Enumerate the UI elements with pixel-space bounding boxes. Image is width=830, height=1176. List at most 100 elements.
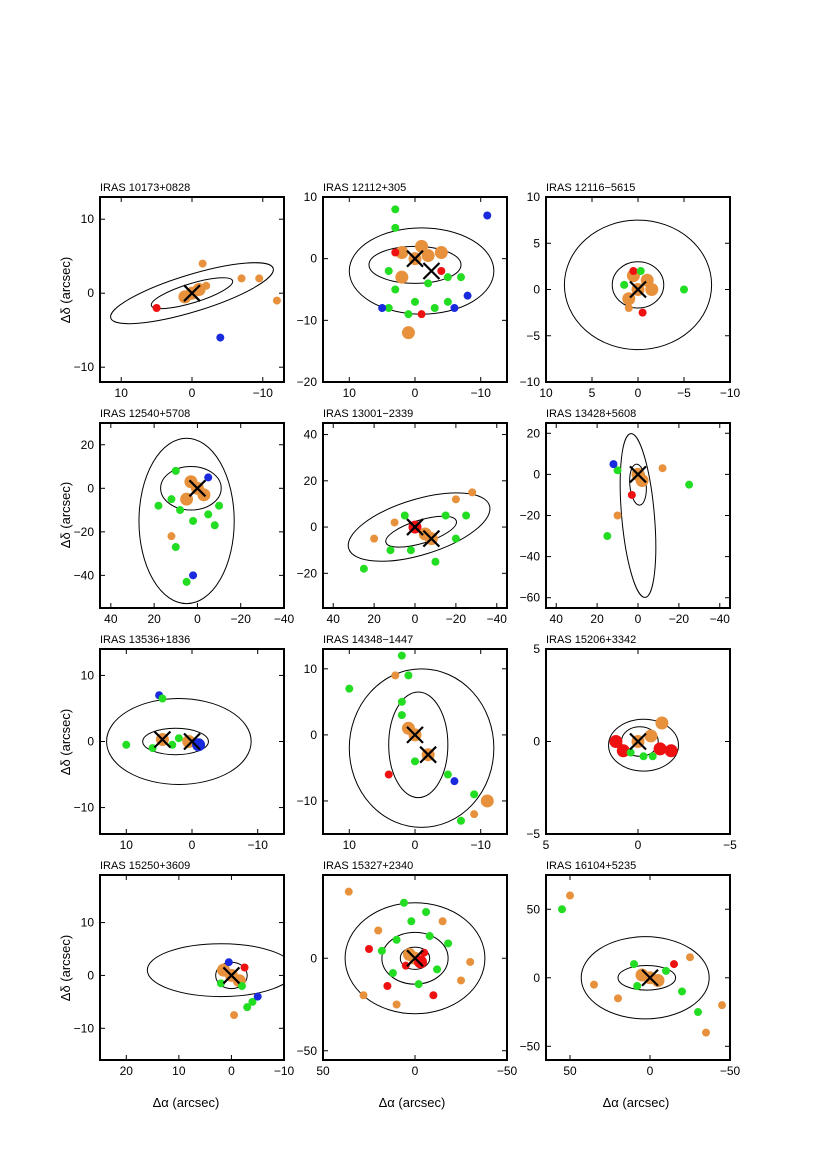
spaxel-point-blue — [378, 304, 387, 312]
y-tick-label: −20 — [297, 566, 318, 580]
spaxel-point-blue — [253, 992, 262, 1001]
x-tick-label: 0 — [189, 838, 196, 852]
nucleus-marker-2 — [422, 529, 441, 548]
spaxel-point-orange — [718, 1001, 726, 1010]
nucleus-marker-1 — [406, 949, 424, 968]
spaxel-point-orange — [438, 917, 447, 926]
spaxel-point-green — [388, 969, 397, 978]
y-tick-label: 10 — [81, 668, 95, 682]
y-axis-label-2: Δδ (arcsec) — [58, 482, 73, 548]
contour-line-2 — [611, 261, 665, 309]
panel-plot-area — [106, 691, 252, 785]
panel-2: 10 0 −10 −20 −10 0 10 IRAS 12112+305 — [297, 182, 508, 400]
x-tick-label: −10 — [471, 386, 492, 400]
contour-line-1 — [146, 943, 284, 998]
y-tick-label: −5 — [526, 827, 540, 841]
contour-line-3 — [399, 946, 431, 970]
spaxel-point-orange — [237, 274, 246, 283]
spaxel-point-orange — [255, 274, 264, 283]
x-tick-label: −20 — [669, 612, 690, 626]
y-tick-label: 40 — [304, 428, 318, 442]
spaxel-point-green — [189, 516, 198, 525]
spaxel-point-green — [391, 285, 400, 294]
spaxel-point-orange — [370, 534, 379, 543]
panel-frame — [545, 874, 731, 1061]
x-tick-label: 10 — [115, 386, 129, 400]
spaxel-point-green — [443, 273, 452, 282]
panel-plot-area — [347, 488, 491, 573]
spaxel-point-green — [662, 966, 670, 975]
spaxel-point-orange — [624, 304, 633, 312]
panel-title: IRAS 16104+5235 — [546, 860, 636, 872]
panel-plot-area — [146, 943, 284, 1020]
x-tick-label: −40 — [487, 612, 508, 626]
y-tick-label: 0 — [87, 968, 94, 982]
spaxel-point-red — [414, 955, 428, 969]
contour-line-1 — [563, 219, 713, 351]
spaxel-point-orange — [202, 281, 211, 290]
spaxel-point-orange — [644, 729, 658, 743]
spaxel-point-green — [470, 790, 479, 799]
spaxel-point-green — [404, 310, 413, 319]
spaxel-point-red — [240, 963, 249, 972]
spaxel-point-green — [158, 694, 167, 703]
spaxel-point-red — [609, 735, 623, 748]
spaxel-point-red — [429, 991, 438, 1000]
panel-title: IRAS 13428+5608 — [546, 408, 636, 420]
x-tick-label: 10 — [343, 838, 357, 852]
y-tick-label: 5 — [533, 642, 540, 656]
spaxel-point-green — [424, 279, 433, 288]
nucleus-marker-1 — [153, 730, 172, 749]
panel-frame — [99, 422, 285, 609]
y-tick-label: 0 — [87, 735, 94, 749]
spaxel-point-green — [391, 205, 400, 214]
nucleus-marker-2 — [422, 262, 441, 280]
spaxel-point-green — [457, 816, 465, 825]
spaxel-point-green — [441, 511, 450, 520]
spaxel-point-green — [384, 267, 393, 275]
y-tick-label: 0 — [87, 286, 94, 300]
nucleus-marker-1 — [406, 518, 424, 536]
x-tick-label: −10 — [720, 386, 741, 400]
spaxel-point-red — [437, 267, 446, 275]
spaxel-point-orange — [182, 735, 196, 748]
panel-plot-area — [344, 887, 486, 1015]
x-tick-label: −5 — [723, 838, 737, 852]
spaxel-point-orange — [614, 994, 622, 1003]
spaxel-point-orange — [466, 957, 475, 966]
spaxel-point-orange — [395, 270, 409, 284]
x-tick-label: 20 — [590, 612, 604, 626]
spaxel-point-green — [391, 223, 400, 232]
panel-title: IRAS 12112+305 — [323, 182, 406, 194]
x-tick-label: 50 — [563, 1064, 577, 1078]
nucleus-marker-1 — [629, 465, 647, 484]
y-tick-label: 10 — [304, 190, 318, 204]
spaxel-point-red — [629, 267, 638, 275]
spaxel-point-green — [422, 908, 431, 916]
spaxel-point-green — [639, 752, 648, 761]
x-tick-label: 20 — [120, 1064, 134, 1078]
spaxel-point-green — [400, 511, 409, 520]
x-tick-label: 10 — [343, 386, 357, 400]
contour-line-2 — [368, 245, 462, 284]
spaxel-point-green — [392, 935, 401, 944]
panel-frame — [99, 874, 285, 1061]
y-tick-label: 10 — [81, 212, 95, 226]
spaxel-point-green — [377, 946, 386, 955]
contour-line-1 — [608, 718, 679, 772]
spaxel-point-orange — [415, 239, 429, 253]
panel-plot-area — [608, 716, 679, 772]
spaxel-point-orange — [645, 283, 659, 296]
panel-plot-area — [603, 433, 694, 598]
spaxel-point-green — [359, 564, 368, 573]
panel-title: IRAS 15327+2340 — [323, 860, 413, 872]
y-tick-label: 10 — [81, 916, 95, 930]
y-tick-label: −20 — [74, 525, 95, 539]
panel-plot-area — [345, 651, 495, 828]
x-axis-label-2: Δα (arcsec) — [379, 1095, 446, 1110]
x-tick-label: 20 — [147, 612, 161, 626]
nucleus-marker-1 — [629, 280, 647, 299]
spaxel-point-red — [383, 982, 392, 990]
